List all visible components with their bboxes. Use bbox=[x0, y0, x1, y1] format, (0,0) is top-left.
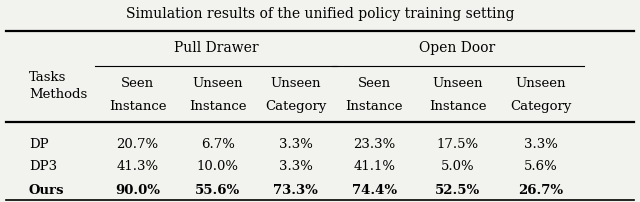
Text: DP: DP bbox=[29, 138, 49, 151]
Text: DP3: DP3 bbox=[29, 160, 57, 173]
Text: 10.0%: 10.0% bbox=[196, 160, 239, 173]
Text: Simulation results of the unified policy training setting: Simulation results of the unified policy… bbox=[125, 7, 515, 21]
Text: Methods: Methods bbox=[29, 88, 87, 101]
Text: 90.0%: 90.0% bbox=[115, 184, 160, 197]
Text: 5.0%: 5.0% bbox=[441, 160, 474, 173]
Text: Seen: Seen bbox=[121, 77, 154, 90]
Text: 41.3%: 41.3% bbox=[116, 160, 159, 173]
Text: Instance: Instance bbox=[189, 100, 246, 113]
Text: 3.3%: 3.3% bbox=[279, 160, 312, 173]
Text: Unseen: Unseen bbox=[516, 77, 566, 90]
Text: 5.6%: 5.6% bbox=[524, 160, 557, 173]
Text: Unseen: Unseen bbox=[433, 77, 483, 90]
Text: Pull Drawer: Pull Drawer bbox=[174, 41, 259, 56]
Text: 26.7%: 26.7% bbox=[518, 184, 563, 197]
Text: Instance: Instance bbox=[109, 100, 166, 113]
Text: 17.5%: 17.5% bbox=[436, 138, 479, 151]
Text: 73.3%: 73.3% bbox=[273, 184, 318, 197]
Text: Ours: Ours bbox=[29, 184, 64, 197]
Text: 3.3%: 3.3% bbox=[279, 138, 312, 151]
Text: 23.3%: 23.3% bbox=[353, 138, 396, 151]
Text: 52.5%: 52.5% bbox=[435, 184, 480, 197]
Text: Open Door: Open Door bbox=[419, 41, 496, 56]
Text: Unseen: Unseen bbox=[271, 77, 321, 90]
Text: 55.6%: 55.6% bbox=[195, 184, 240, 197]
Text: 20.7%: 20.7% bbox=[116, 138, 159, 151]
Text: Instance: Instance bbox=[346, 100, 403, 113]
Text: Unseen: Unseen bbox=[193, 77, 243, 90]
Text: Tasks: Tasks bbox=[29, 71, 66, 84]
Text: 74.4%: 74.4% bbox=[352, 184, 397, 197]
Text: Category: Category bbox=[265, 100, 326, 113]
Text: 6.7%: 6.7% bbox=[201, 138, 234, 151]
Text: Instance: Instance bbox=[429, 100, 486, 113]
Text: Seen: Seen bbox=[358, 77, 391, 90]
Text: 3.3%: 3.3% bbox=[524, 138, 557, 151]
Text: Category: Category bbox=[510, 100, 572, 113]
Text: 41.1%: 41.1% bbox=[353, 160, 396, 173]
